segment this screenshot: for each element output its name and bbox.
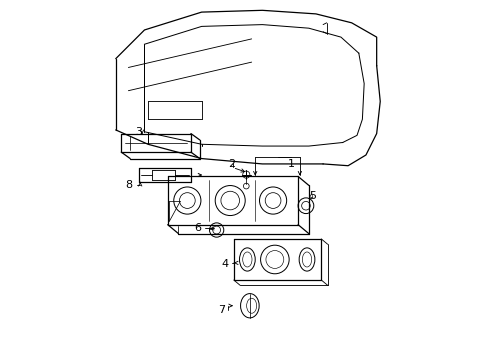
Circle shape [301, 202, 309, 210]
Text: 1: 1 [287, 159, 294, 169]
Text: 4: 4 [221, 259, 228, 269]
Text: 7: 7 [217, 305, 224, 315]
Circle shape [243, 183, 248, 189]
Circle shape [260, 245, 288, 274]
Text: 6: 6 [194, 223, 201, 233]
Ellipse shape [239, 248, 255, 271]
Circle shape [212, 226, 220, 234]
Ellipse shape [302, 252, 311, 267]
Circle shape [259, 187, 286, 214]
Circle shape [265, 251, 283, 269]
Circle shape [242, 171, 249, 178]
Ellipse shape [240, 294, 259, 318]
Text: 2: 2 [228, 159, 235, 169]
Ellipse shape [242, 252, 251, 267]
Circle shape [173, 187, 201, 214]
Circle shape [209, 223, 224, 237]
Circle shape [215, 185, 244, 216]
Ellipse shape [246, 298, 256, 313]
Text: 8: 8 [124, 180, 132, 190]
Ellipse shape [299, 248, 314, 271]
Circle shape [179, 193, 195, 208]
Circle shape [264, 193, 281, 208]
Circle shape [298, 198, 313, 213]
Circle shape [221, 191, 239, 210]
Text: 3: 3 [135, 127, 142, 137]
Text: 5: 5 [308, 191, 315, 201]
